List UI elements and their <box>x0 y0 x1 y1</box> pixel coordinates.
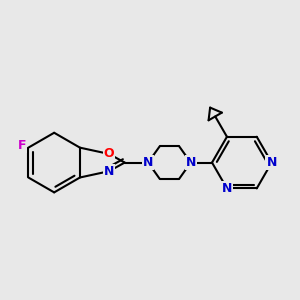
Text: N: N <box>143 156 153 169</box>
Text: N: N <box>222 182 232 195</box>
Text: O: O <box>104 147 114 161</box>
Text: N: N <box>266 156 277 169</box>
Text: F: F <box>18 140 26 152</box>
Text: N: N <box>104 165 114 178</box>
Text: N: N <box>185 156 196 169</box>
